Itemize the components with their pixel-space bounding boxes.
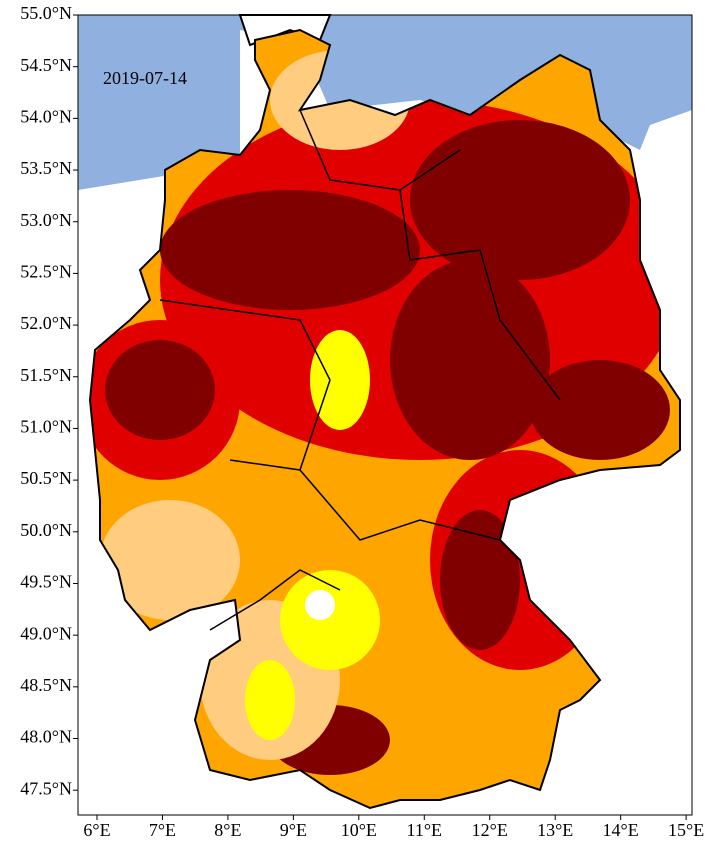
y-tick-label: 52.0°N [20,313,72,333]
y-tick-label: 50.5°N [20,468,72,488]
y-tick-label: 51.5°N [20,365,72,385]
y-tick-label: 52.5°N [20,262,72,282]
date-label: 2019-07-14 [103,68,187,88]
field-dark [390,260,550,460]
y-tick-label: 53.5°N [20,158,72,178]
x-tick-label: 14°E [603,820,639,840]
y-tick-label: 49.5°N [20,572,72,592]
field-yellow [310,330,370,430]
y-tick-label: 55.0°N [20,3,72,23]
field-dark [440,510,520,650]
y-tick-label: 48.0°N [20,727,72,747]
x-tick-label: 13°E [537,820,573,840]
field-dark [160,190,420,310]
frame [77,14,693,816]
y-tick-label: 51.0°N [20,417,72,437]
y-tick-label: 49.0°N [20,623,72,643]
x-tick-label: 6°E [83,820,110,840]
y-tick-label: 48.5°N [20,675,72,695]
y-tick-label: 47.5°N [20,778,72,798]
state-borders [159,109,561,631]
field-dark [530,360,670,460]
y-tick-label: 53.0°N [20,210,72,230]
x-tick-label: 7°E [149,820,176,840]
x-tick-label: 11°E [407,820,443,840]
y-tick-label: 54.5°N [20,55,72,75]
field-light [100,500,240,620]
sea [78,15,692,190]
x-tick-label: 10°E [341,820,377,840]
x-tick-label: 15°E [668,820,704,840]
y-tick-label: 50.0°N [20,520,72,540]
field-yellow [280,570,380,670]
field-dark [410,120,630,280]
field-white [305,590,335,620]
x-tick-label: 8°E [214,820,241,840]
x-tick-label: 12°E [472,820,508,840]
field-dark [105,340,215,440]
y-tick-label: 54.0°N [20,106,72,126]
x-tick-label: 9°E [280,820,307,840]
field-yellow [245,660,295,740]
